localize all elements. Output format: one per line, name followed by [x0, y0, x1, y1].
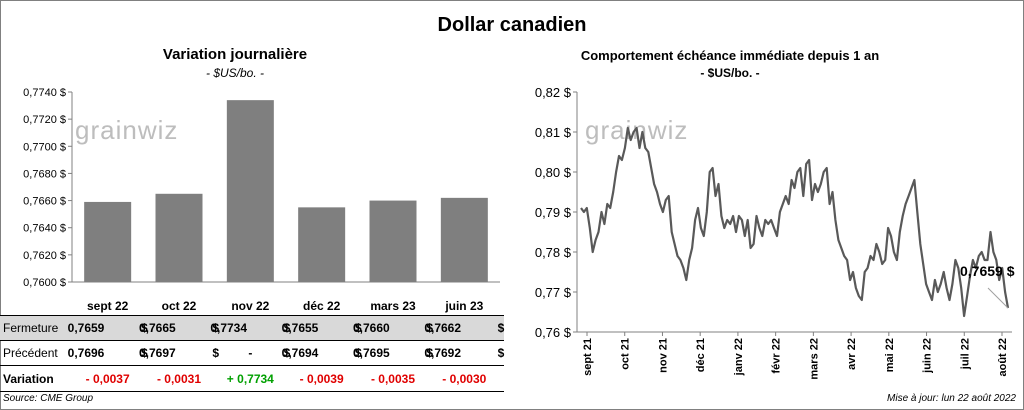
x-tick-label: juin 22 [922, 338, 934, 374]
y-tick-label: 0,76 $ [535, 325, 572, 340]
bar-sept-22 [84, 202, 131, 282]
variation-cell: - 0,0035 [354, 372, 432, 386]
cell-value: 0,7692 [424, 346, 461, 360]
y-tick-label: 0,7680 $ [23, 168, 66, 180]
series-line [581, 128, 1008, 316]
x-category-label: déc 22 [303, 299, 341, 313]
variation-cell: - 0,0030 [425, 372, 503, 386]
variation-cell: - 0,0031 [140, 372, 218, 386]
update-note: Mise à jour: lun 22 août 2022 [887, 393, 1016, 404]
row-label: Variation [3, 372, 54, 386]
x-tick-label: févr 22 [771, 338, 783, 373]
x-tick-label: août 22 [997, 338, 1009, 377]
right-chart-title: Comportement échéance immédiate depuis 1… [520, 48, 940, 63]
y-tick-label: 0,7660 $ [23, 196, 66, 208]
x-category-label: mars 23 [370, 299, 416, 313]
cell-value: 0,7734 [210, 321, 247, 335]
y-tick-label: 0,7640 $ [23, 223, 66, 235]
x-tick-label: juil 22 [959, 338, 971, 370]
x-category-label: nov 22 [231, 299, 269, 313]
bar-juin-23 [441, 198, 488, 282]
right-chart-unit: - $US/bo. - [520, 66, 940, 80]
cell-value: - [248, 346, 252, 360]
x-tick-label: mai 22 [884, 338, 896, 372]
y-tick-label: 0,7720 $ [23, 114, 66, 126]
bar-mars-23 [370, 201, 417, 282]
cell-unit: $ [498, 346, 505, 360]
y-tick-label: 0,7600 $ [23, 277, 66, 289]
variation-cell: + 0,7734 [211, 372, 289, 386]
cell-value: 0,7694 [282, 346, 319, 360]
x-category-label: sept 22 [87, 299, 129, 313]
x-tick-label: janv 22 [733, 338, 745, 376]
y-tick-label: 0,7700 $ [23, 141, 66, 153]
x-tick-label: oct 21 [620, 338, 632, 370]
y-tick-label: 0,81 $ [535, 125, 572, 140]
variation-cell: - 0,0039 [283, 372, 361, 386]
x-tick-label: mars 22 [808, 338, 820, 380]
left-chart-title: Variation journalière [0, 46, 470, 63]
cell-value: 0,7655 [282, 321, 319, 335]
y-tick-label: 0,78 $ [535, 245, 572, 260]
table-row-variation: Variation - 0,0037- 0,0031 + 0,7734- 0,00… [0, 367, 504, 392]
x-tick-label: avr 22 [846, 338, 858, 370]
y-tick-label: 0,79 $ [535, 205, 572, 220]
page-title: Dollar canadien [0, 14, 1024, 37]
x-tick-label: nov 21 [657, 338, 669, 373]
cell-value: 0,7660 [353, 321, 390, 335]
left-chart-unit: - $US/bo. - [0, 66, 470, 80]
bar-déc-22 [298, 207, 345, 282]
table-row-fermeture: Fermeture 0,7659 $0,7665 $0,7734 $0,7655 $0,… [0, 315, 504, 341]
cell-value: 0,7665 [139, 321, 176, 335]
cell-value: 0,7696 [68, 346, 105, 360]
x-tick-label: sept 21 [582, 338, 594, 376]
cell-unit: $ [498, 321, 505, 335]
y-tick-label: 0,7620 $ [23, 250, 66, 262]
y-tick-label: 0,77 $ [535, 285, 572, 300]
cell-value: 0,7697 [139, 346, 176, 360]
row-label: Fermeture [3, 321, 58, 335]
x-category-label: oct 22 [162, 299, 197, 313]
bar-nov-22 [227, 100, 274, 282]
row-label: Précédent [3, 346, 58, 360]
cell-unit: $ [212, 346, 219, 360]
cell-value: 0,7659 [68, 321, 105, 335]
table-row-precedent: Précédent 0,7696 $0,7697 $ - $0,7694 $0,7695 $… [0, 341, 504, 366]
source-note: Source: CME Group [3, 393, 93, 404]
x-category-label: juin 23 [444, 299, 483, 313]
y-tick-label: 0,82 $ [535, 85, 572, 100]
y-tick-label: 0,7740 $ [23, 87, 66, 99]
cell-value: 0,7695 [353, 346, 390, 360]
cell-value: 0,7662 [424, 321, 461, 335]
x-tick-label: déc 21 [695, 338, 707, 372]
right-chart-last-value: 0,7659 $ [960, 263, 1015, 279]
bar-oct-22 [156, 194, 203, 282]
variation-cell: - 0,0037 [69, 372, 147, 386]
y-tick-label: 0,80 $ [535, 165, 572, 180]
line-chart: 0,76 $ 0,77 $ 0,78 $ 0,79 $ 0,80 $ 0,81 $ 0,82… [515, 80, 1019, 390]
